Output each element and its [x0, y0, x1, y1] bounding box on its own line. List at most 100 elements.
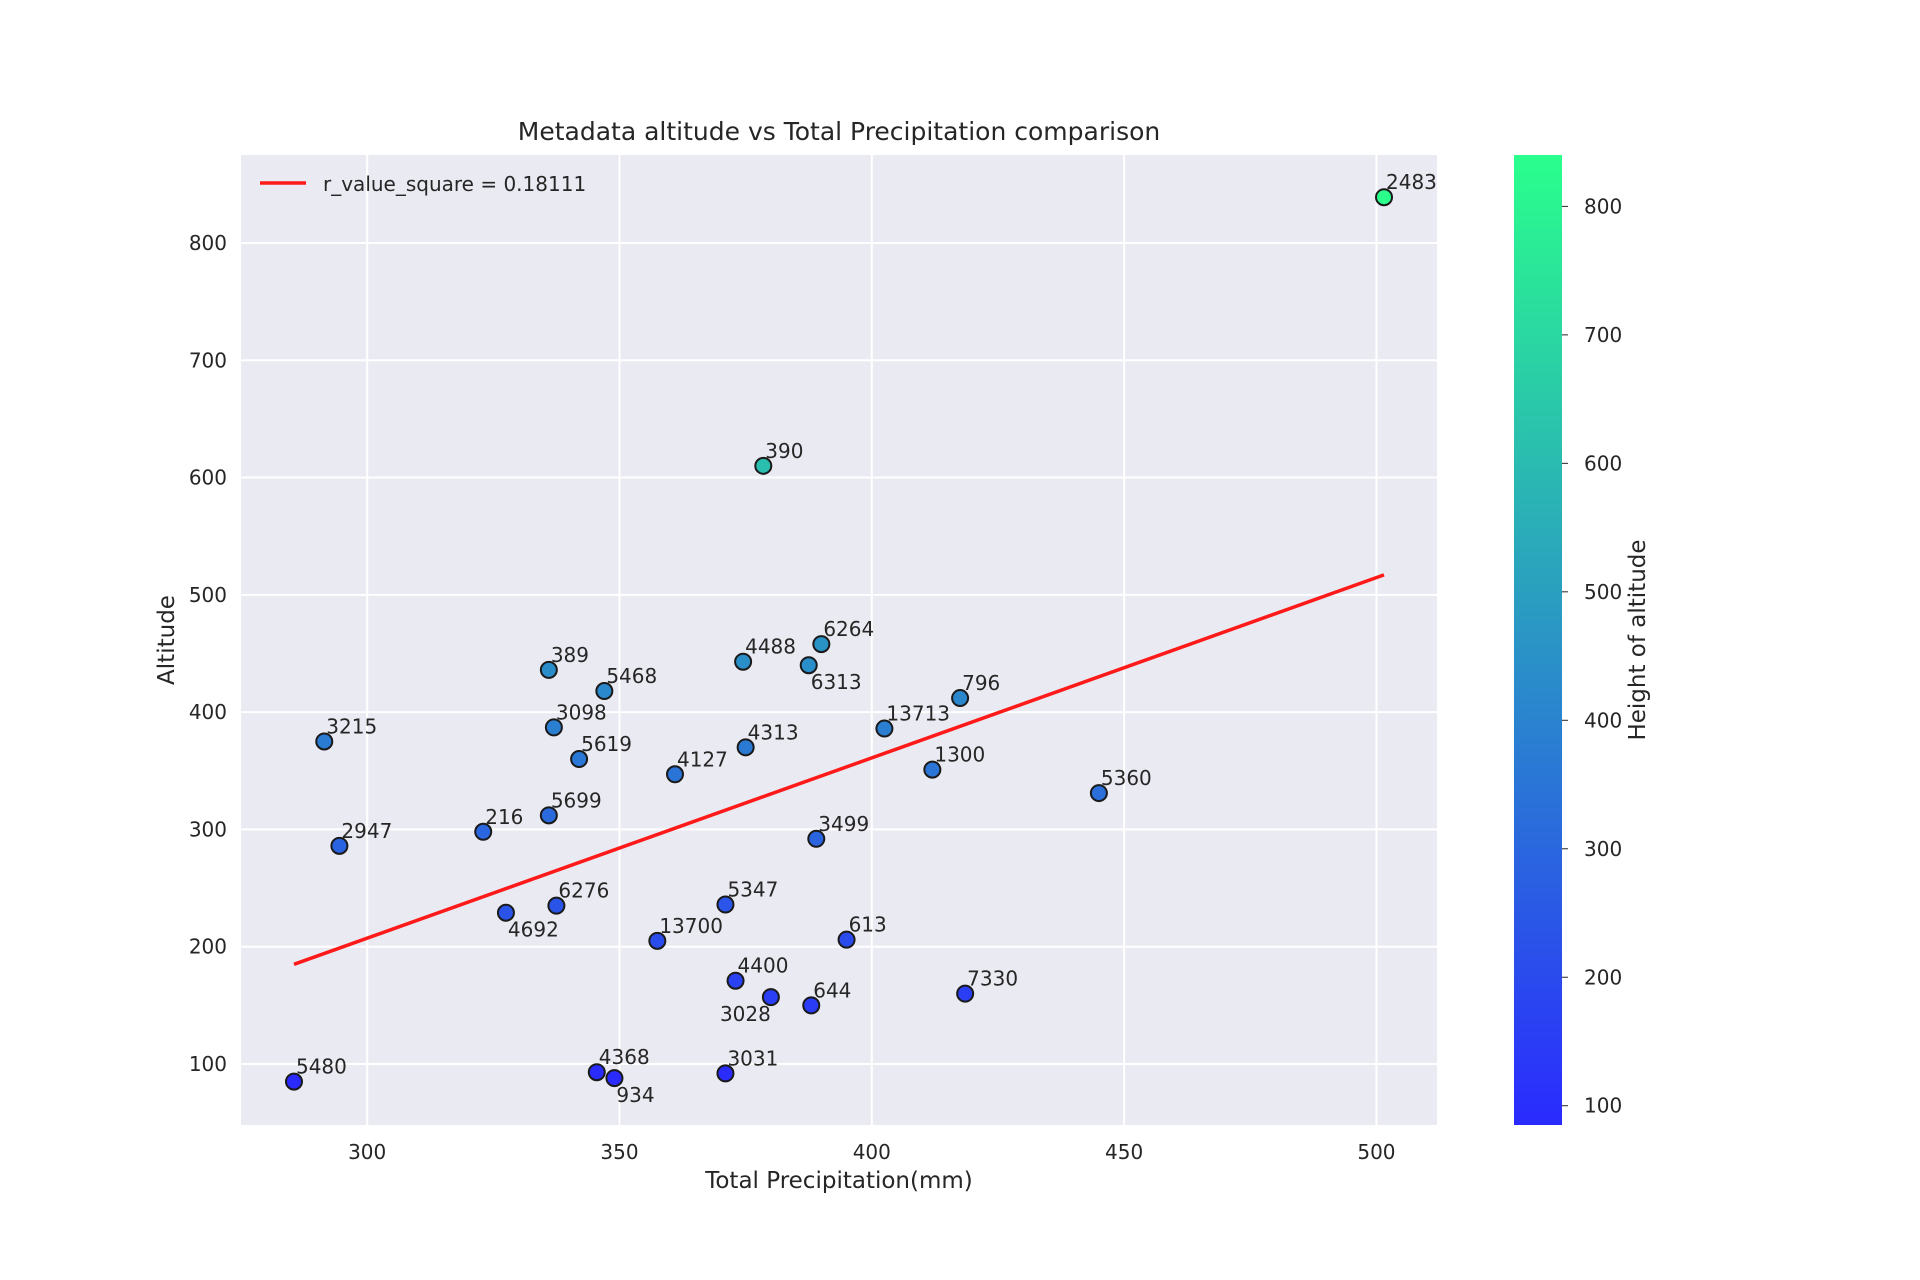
data-point: [716, 1064, 735, 1083]
point-label: 644: [813, 978, 851, 1002]
data-point: [595, 682, 614, 701]
data-point: [754, 456, 773, 475]
x-tick-label: 350: [600, 1140, 638, 1164]
point-label: 4368: [599, 1045, 650, 1069]
data-point: [539, 806, 558, 825]
point-label: 2483: [1386, 170, 1437, 194]
legend-label: r_value_square = 0.18111: [323, 172, 586, 196]
point-label: 4692: [508, 918, 559, 942]
colorbar: [1514, 155, 1562, 1125]
data-point: [812, 635, 831, 654]
point-label: 5347: [727, 877, 778, 901]
data-point: [1089, 784, 1108, 803]
point-label: 613: [849, 913, 887, 937]
x-axis-label: Total Precipitation(mm): [704, 1168, 973, 1194]
point-label: 4127: [677, 747, 728, 771]
colorbar-tick-label: 600: [1584, 451, 1622, 475]
colorbar-tick-label: 300: [1584, 837, 1622, 861]
point-label: 4488: [745, 635, 796, 659]
point-label: 13700: [659, 914, 723, 938]
point-label: 5480: [296, 1055, 347, 1079]
data-point: [761, 988, 780, 1007]
point-label: 934: [616, 1083, 654, 1107]
point-label: 216: [485, 805, 523, 829]
x-tick-label: 400: [853, 1140, 891, 1164]
data-point: [648, 931, 667, 950]
regression-line: [293, 573, 1385, 966]
x-tick-label: 450: [1105, 1140, 1143, 1164]
point-label: 6276: [558, 879, 609, 903]
data-point: [734, 652, 753, 671]
data-point: [544, 718, 563, 737]
data-point: [587, 1063, 606, 1082]
data-point: [330, 836, 349, 855]
data-point: [716, 895, 735, 914]
data-point: [951, 689, 970, 708]
y-tick-label: 700: [189, 348, 227, 372]
y-tick-label: 800: [189, 231, 227, 255]
y-tick-labels: 100 200 300 400 500 600 700 800: [189, 231, 227, 1076]
y-tick-label: 500: [189, 583, 227, 607]
point-label: 13713: [886, 702, 950, 726]
point-label: 6313: [811, 670, 862, 694]
data-point: [923, 760, 942, 779]
point-label: 3031: [727, 1046, 778, 1070]
point-label: 5699: [551, 788, 602, 812]
point-label: 7330: [967, 967, 1018, 991]
data-point: [284, 1072, 303, 1091]
data-point: [547, 896, 566, 915]
y-tick-label: 300: [189, 817, 227, 841]
colorbar-tick-label: 100: [1584, 1094, 1622, 1118]
data-points: [284, 188, 1394, 1091]
point-label: 5619: [581, 732, 632, 756]
data-point: [726, 971, 745, 990]
colorbar-label: Height of altitude: [1625, 539, 1651, 740]
point-label: 3098: [556, 700, 607, 724]
y-axis-label: Altitude: [154, 595, 180, 685]
data-point: [474, 822, 493, 841]
data-point: [875, 719, 894, 738]
plot-area: [241, 155, 1437, 1125]
legend: r_value_square = 0.18111: [260, 172, 586, 196]
point-label: 4313: [748, 720, 799, 744]
data-point: [837, 930, 856, 949]
y-tick-label: 400: [189, 700, 227, 724]
point-label: 3499: [818, 812, 869, 836]
point-label: 389: [551, 643, 589, 667]
data-point: [802, 996, 821, 1015]
data-point: [807, 829, 826, 848]
data-point: [956, 984, 975, 1003]
colorbar-tick-label: 400: [1584, 708, 1622, 732]
point-label: 4400: [738, 954, 789, 978]
point-label: 796: [962, 671, 1000, 695]
data-point: [570, 750, 589, 769]
data-point: [539, 660, 558, 679]
y-tick-label: 100: [189, 1052, 227, 1076]
point-label: 3028: [720, 1002, 771, 1026]
y-tick-label: 600: [189, 466, 227, 490]
colorbar-tick-label: 200: [1584, 965, 1622, 989]
data-point: [665, 765, 684, 784]
data-point: [605, 1069, 624, 1088]
point-label: 5360: [1101, 766, 1152, 790]
point-label: 6264: [823, 617, 874, 641]
colorbar-ticks: 100 200 300 400 500 600 700 800: [1562, 194, 1622, 1118]
point-labels: 2483 390 6264 4488 6313 389 5468 796 3098 13713 32…: [296, 170, 1437, 1107]
colorbar-tick-label: 700: [1584, 323, 1622, 347]
grid: [241, 155, 1437, 1125]
data-point: [496, 903, 515, 922]
point-label: 390: [765, 439, 803, 463]
colorbar-tick-label: 500: [1584, 580, 1622, 604]
data-point: [1375, 188, 1394, 207]
point-label: 5468: [606, 664, 657, 688]
x-tick-label: 300: [348, 1140, 386, 1164]
chart-title: Metadata altitude vs Total Precipitation…: [518, 117, 1160, 146]
data-point: [736, 738, 755, 757]
point-label: 3215: [326, 714, 377, 738]
x-tick-label: 500: [1357, 1140, 1395, 1164]
x-tick-labels: 300 350 400 450 500: [348, 1140, 1395, 1164]
data-point: [799, 656, 818, 675]
point-label: 1300: [934, 743, 985, 767]
y-tick-label: 200: [189, 935, 227, 959]
